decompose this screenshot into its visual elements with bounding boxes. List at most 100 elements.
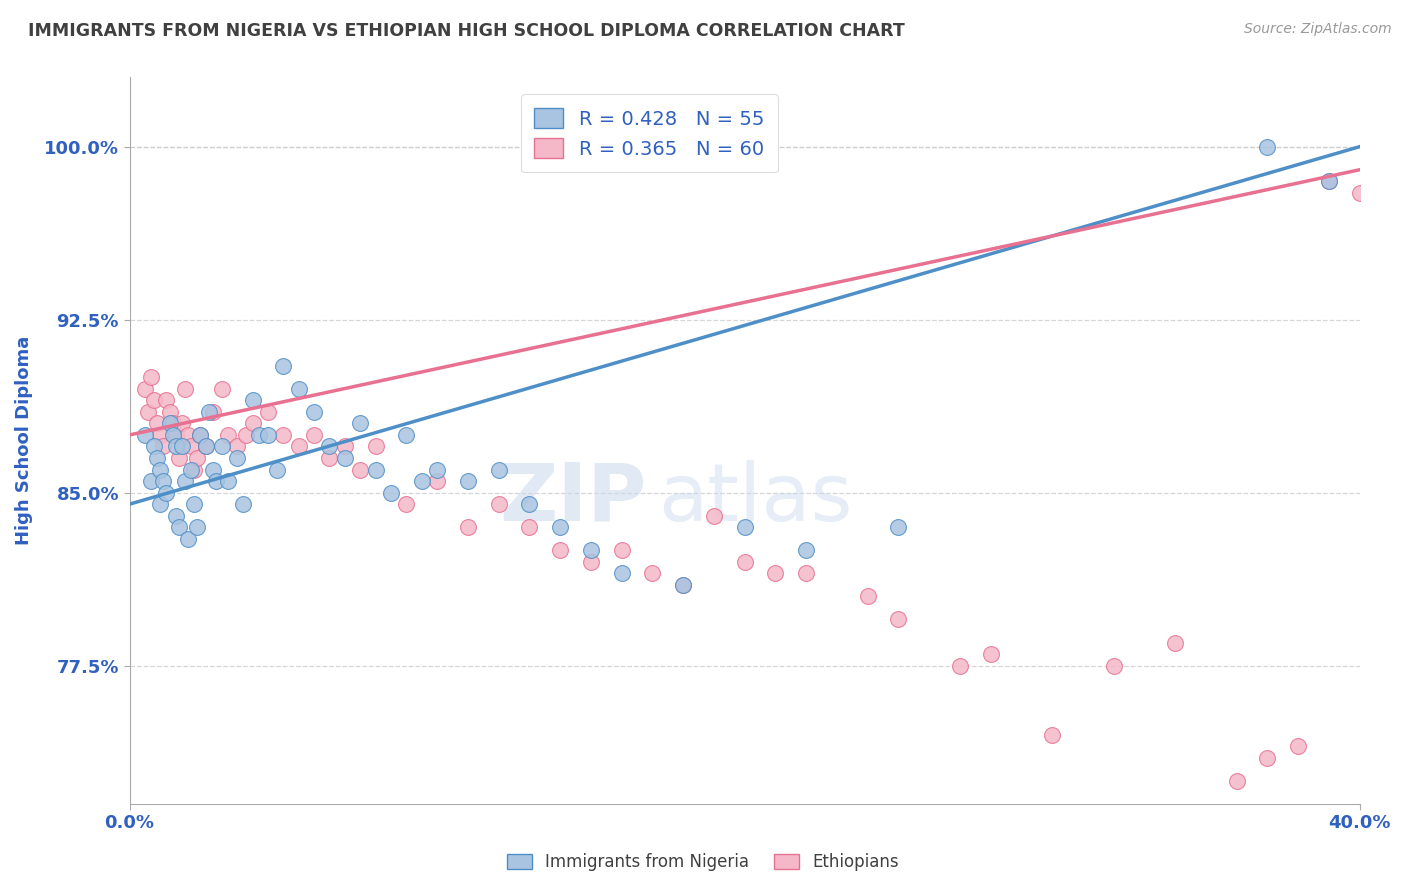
- Point: [165, 508, 187, 523]
- Point: [287, 382, 309, 396]
- Point: [162, 417, 184, 431]
- Legend: Immigrants from Nigeria, Ethiopians: Immigrants from Nigeria, Ethiopians: [499, 845, 907, 880]
- Point: [517, 497, 540, 511]
- Point: [794, 543, 817, 558]
- Point: [195, 440, 218, 454]
- Point: [395, 428, 418, 442]
- Point: [146, 417, 169, 431]
- Point: [380, 485, 402, 500]
- Point: [177, 532, 200, 546]
- Point: [1256, 751, 1278, 765]
- Point: [703, 508, 725, 523]
- Point: [188, 428, 211, 442]
- Point: [235, 428, 257, 442]
- Point: [201, 405, 224, 419]
- Point: [165, 440, 187, 454]
- Point: [302, 405, 325, 419]
- Point: [226, 450, 249, 465]
- Point: [763, 566, 786, 581]
- Point: [349, 462, 371, 476]
- Point: [887, 612, 910, 626]
- Point: [1226, 773, 1249, 788]
- Point: [134, 428, 156, 442]
- Point: [201, 462, 224, 476]
- Point: [247, 428, 270, 442]
- Point: [136, 405, 159, 419]
- Point: [186, 450, 208, 465]
- Point: [579, 543, 602, 558]
- Point: [794, 566, 817, 581]
- Point: [734, 555, 756, 569]
- Point: [152, 440, 174, 454]
- Point: [167, 450, 190, 465]
- Point: [1040, 728, 1063, 742]
- Point: [1256, 139, 1278, 153]
- Point: [217, 428, 239, 442]
- Point: [217, 474, 239, 488]
- Point: [186, 520, 208, 534]
- Point: [139, 370, 162, 384]
- Point: [457, 520, 479, 534]
- Point: [318, 440, 340, 454]
- Point: [173, 474, 195, 488]
- Point: [173, 382, 195, 396]
- Point: [183, 497, 205, 511]
- Point: [734, 520, 756, 534]
- Legend: R = 0.428   N = 55, R = 0.365   N = 60: R = 0.428 N = 55, R = 0.365 N = 60: [520, 95, 778, 172]
- Point: [232, 497, 254, 511]
- Point: [198, 405, 221, 419]
- Point: [155, 485, 177, 500]
- Point: [1164, 635, 1187, 649]
- Point: [856, 590, 879, 604]
- Point: [333, 440, 356, 454]
- Point: [165, 428, 187, 442]
- Point: [226, 440, 249, 454]
- Point: [170, 440, 193, 454]
- Point: [887, 520, 910, 534]
- Point: [610, 543, 633, 558]
- Point: [204, 474, 226, 488]
- Point: [159, 405, 181, 419]
- Point: [1348, 186, 1371, 200]
- Point: [211, 440, 233, 454]
- Point: [1102, 658, 1125, 673]
- Point: [364, 462, 387, 476]
- Point: [257, 428, 280, 442]
- Text: IMMIGRANTS FROM NIGERIA VS ETHIOPIAN HIGH SCHOOL DIPLOMA CORRELATION CHART: IMMIGRANTS FROM NIGERIA VS ETHIOPIAN HIG…: [28, 22, 905, 40]
- Point: [149, 462, 172, 476]
- Text: atlas: atlas: [658, 460, 853, 538]
- Point: [195, 440, 218, 454]
- Point: [167, 520, 190, 534]
- Point: [426, 462, 449, 476]
- Point: [364, 440, 387, 454]
- Point: [488, 462, 510, 476]
- Point: [949, 658, 972, 673]
- Point: [177, 428, 200, 442]
- Text: Source: ZipAtlas.com: Source: ZipAtlas.com: [1244, 22, 1392, 37]
- Point: [980, 647, 1002, 661]
- Point: [610, 566, 633, 581]
- Text: ZIP: ZIP: [499, 460, 647, 538]
- Point: [548, 520, 571, 534]
- Point: [641, 566, 664, 581]
- Point: [211, 382, 233, 396]
- Point: [1286, 739, 1309, 754]
- Point: [139, 474, 162, 488]
- Point: [426, 474, 449, 488]
- Point: [287, 440, 309, 454]
- Point: [183, 462, 205, 476]
- Point: [134, 382, 156, 396]
- Point: [271, 359, 294, 373]
- Point: [1317, 174, 1340, 188]
- Point: [395, 497, 418, 511]
- Point: [672, 578, 695, 592]
- Point: [159, 417, 181, 431]
- Point: [488, 497, 510, 511]
- Point: [349, 417, 371, 431]
- Point: [242, 417, 264, 431]
- Point: [143, 440, 166, 454]
- Point: [149, 497, 172, 511]
- Point: [149, 428, 172, 442]
- Point: [188, 428, 211, 442]
- Point: [180, 462, 202, 476]
